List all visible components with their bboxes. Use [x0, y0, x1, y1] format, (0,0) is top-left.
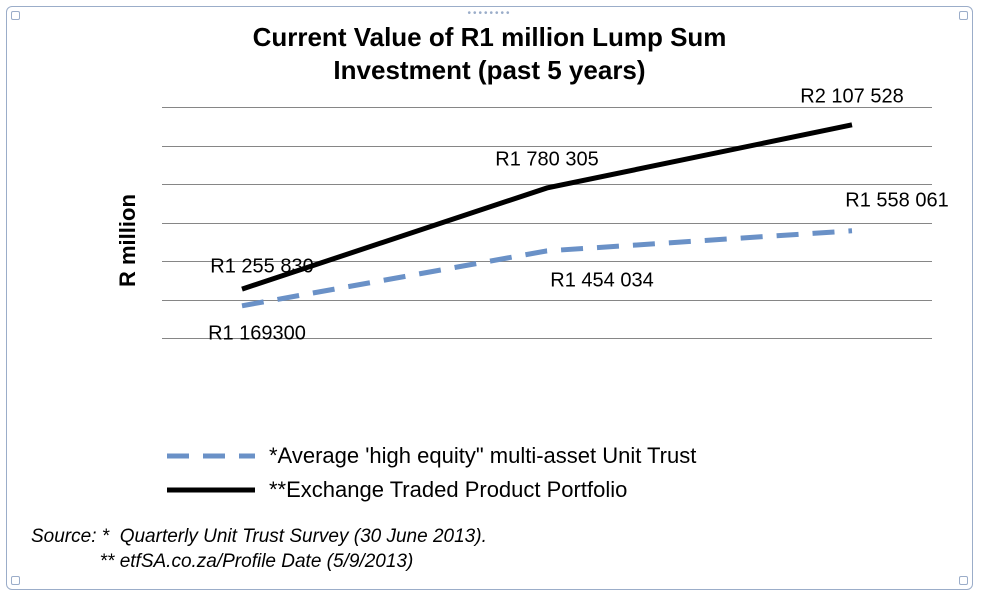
drag-dots: ••••••••: [467, 8, 511, 19]
chart-title-line2: Investment (past 5 years): [333, 55, 645, 85]
chart-frame: •••••••• Current Value of R1 million Lum…: [6, 6, 973, 590]
legend-item-etp: **Exchange Traded Product Portfolio: [167, 477, 887, 503]
corner-handle-bottom-right: [959, 576, 968, 585]
corner-handle-bottom-left: [11, 576, 20, 585]
legend-swatch-etp: [167, 480, 255, 500]
legend-label-unit_trust: *Average 'high equity" multi-asset Unit …: [269, 443, 696, 469]
data-label-etp-1: R1 780 305: [495, 148, 598, 171]
source-text: Source: * Quarterly Unit Trust Survey (3…: [31, 524, 487, 575]
data-label-unit_trust-0: R1 169300: [208, 322, 306, 345]
chart-title: Current Value of R1 million Lump Sum Inv…: [7, 21, 972, 86]
data-label-unit_trust-2: R1 558 061: [845, 189, 948, 212]
legend: *Average 'high equity" multi-asset Unit …: [167, 443, 887, 511]
legend-item-unit_trust: *Average 'high equity" multi-asset Unit …: [167, 443, 887, 469]
y-axis-label: R million: [115, 194, 141, 287]
data-label-etp-2: R2 107 528: [800, 85, 903, 108]
chart-title-line1: Current Value of R1 million Lump Sum: [253, 22, 727, 52]
source-line1: Source: * Quarterly Unit Trust Survey (3…: [31, 526, 487, 547]
legend-label-etp: **Exchange Traded Product Portfolio: [269, 477, 627, 503]
source-line2: ** etfSA.co.za/Profile Date (5/9/2013): [31, 551, 413, 572]
data-label-unit_trust-1: R1 454 034: [550, 269, 653, 292]
corner-handle-top-right: [959, 11, 968, 20]
corner-handle-top-left: [11, 11, 20, 20]
data-label-etp-0: R1 255 830: [210, 256, 313, 279]
plot-area: R1 169300R1 454 034R1 558 061R1 255 830R…: [162, 107, 932, 377]
series-line-unit_trust: [242, 231, 852, 306]
legend-swatch-unit_trust: [167, 446, 255, 466]
